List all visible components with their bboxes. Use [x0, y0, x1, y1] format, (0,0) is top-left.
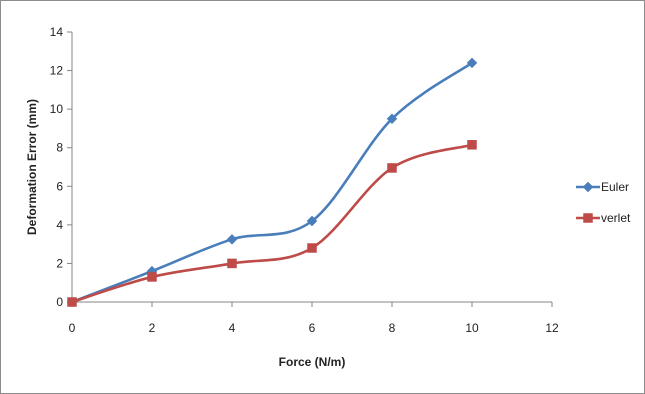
legend-item-euler: Euler [576, 180, 629, 194]
x-tick-label: 10 [465, 321, 479, 335]
y-tick-label: 0 [56, 295, 63, 309]
data-point [386, 113, 398, 125]
legend: Euler verlet [576, 180, 631, 225]
series-line [70, 61, 474, 304]
series-line [70, 143, 474, 304]
x-tick-label: 2 [149, 321, 156, 335]
x-tick-label: 0 [69, 321, 76, 335]
legend-item-verlet: verlet [576, 211, 631, 225]
x-tick-label: 8 [389, 321, 396, 335]
y-tick-label: 12 [50, 64, 64, 78]
y-tick-label: 8 [56, 141, 63, 155]
x-tick-label: 4 [229, 321, 236, 335]
y-tick-label: 2 [56, 256, 63, 270]
data-point [147, 272, 157, 282]
y-tick-label: 6 [56, 179, 63, 193]
y-axis-title: Deformation Error (mm) [25, 99, 39, 235]
data-series [66, 57, 478, 308]
legend-label: verlet [601, 211, 631, 225]
chart-axes [67, 31, 553, 307]
series-verlet [67, 140, 477, 307]
x-tick-label: 6 [309, 321, 316, 335]
legend-swatch-marker [582, 181, 594, 193]
data-point [227, 258, 237, 269]
data-point [466, 57, 478, 69]
x-tick-label: 12 [545, 321, 559, 335]
data-point [226, 233, 238, 245]
data-point [67, 297, 77, 307]
y-tick-label: 10 [50, 102, 64, 116]
tick-labels: 0 2 4 6 8 10 12 14 0 2 4 6 8 10 12 [50, 25, 559, 335]
data-point [387, 163, 397, 173]
data-point [307, 243, 317, 253]
x-axis-title: Force (N/m) [279, 355, 346, 369]
legend-label: Euler [601, 180, 629, 194]
y-tick-label: 14 [50, 25, 64, 39]
legend-swatch-marker [583, 213, 593, 223]
y-tick-label: 4 [56, 218, 63, 232]
data-point [467, 140, 477, 150]
series-euler [66, 57, 478, 308]
data-point [306, 215, 318, 227]
